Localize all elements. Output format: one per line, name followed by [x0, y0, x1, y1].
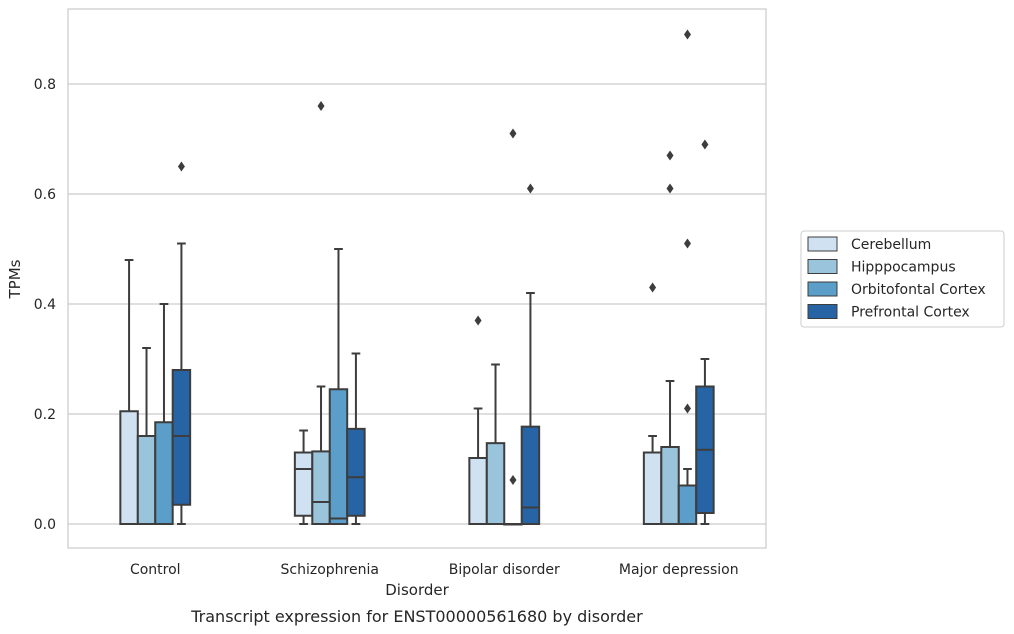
box — [171, 369, 192, 506]
outlier-point — [177, 161, 185, 172]
box-group — [485, 363, 506, 525]
y-tick-label: 0.2 — [34, 407, 56, 423]
box-group — [293, 429, 314, 525]
box — [677, 484, 698, 525]
box — [485, 442, 506, 525]
box-group — [346, 352, 366, 525]
box — [119, 410, 139, 525]
legend: Cerebellum Hipppocampus Orbitofontal Corte… — [800, 230, 1005, 328]
legend-swatch — [807, 259, 838, 274]
box — [346, 427, 366, 517]
legend-swatch — [807, 304, 838, 319]
box — [311, 450, 331, 525]
box-group — [642, 282, 663, 525]
box-group — [520, 183, 541, 525]
x-tick-label: Bipolar disorder — [449, 562, 560, 578]
box-group — [154, 303, 174, 525]
y-tick-label: 0.6 — [34, 187, 56, 203]
outlier-point — [509, 475, 517, 485]
box — [293, 451, 314, 517]
chart-caption: Transcript expression for ENST0000056168… — [190, 607, 643, 626]
box-group — [468, 315, 488, 525]
y-ticks: 0.0 0.2 0.4 0.6 0.8 — [34, 77, 56, 533]
box-group — [171, 161, 192, 525]
box — [136, 435, 157, 525]
x-ticks: Control Schizophrenia Bipolar disorder Majo… — [130, 562, 739, 578]
y-axis-label: TPMs — [6, 259, 24, 299]
y-tick-label: 0.4 — [34, 297, 56, 313]
box — [660, 446, 680, 525]
legend-label: Prefrontal Cortex — [851, 305, 970, 321]
outlier-point — [474, 315, 482, 326]
x-tick-label: Control — [130, 562, 181, 578]
outlier-point — [683, 29, 691, 40]
boxes — [119, 29, 715, 526]
outlier-point — [683, 238, 691, 249]
box-group — [136, 347, 157, 525]
box — [468, 457, 488, 525]
box-group — [328, 248, 349, 525]
x-tick-label: Major depression — [619, 562, 739, 578]
box — [642, 451, 663, 525]
box — [328, 388, 349, 525]
box-group — [119, 259, 139, 525]
x-axis-label: Disorder — [385, 581, 449, 599]
y-tick-label: 0.8 — [34, 77, 56, 93]
outlier-point — [666, 183, 674, 194]
outlier-point — [317, 101, 325, 111]
legend-label: Cerebellum — [851, 237, 931, 253]
legend-frame — [800, 230, 1005, 328]
box-group — [503, 128, 523, 526]
outlier-point — [701, 139, 709, 150]
legend-swatch — [807, 281, 838, 297]
box — [154, 421, 174, 525]
box-group — [695, 139, 715, 525]
outlier-point — [683, 403, 691, 414]
legend-label: Orbitofontal Cortex — [851, 282, 986, 298]
y-tick-label: 0.0 — [34, 517, 56, 533]
outlier-point — [526, 183, 534, 194]
outlier-point — [509, 128, 517, 139]
outlier-point — [666, 150, 674, 161]
x-tick-label: Schizophrenia — [281, 562, 379, 578]
legend-label: Hipppocampus — [851, 260, 956, 276]
plot-frame — [67, 8, 767, 549]
box-group — [311, 101, 331, 525]
legend-swatch — [807, 236, 838, 252]
outlier-point — [649, 282, 657, 293]
box — [520, 425, 541, 525]
